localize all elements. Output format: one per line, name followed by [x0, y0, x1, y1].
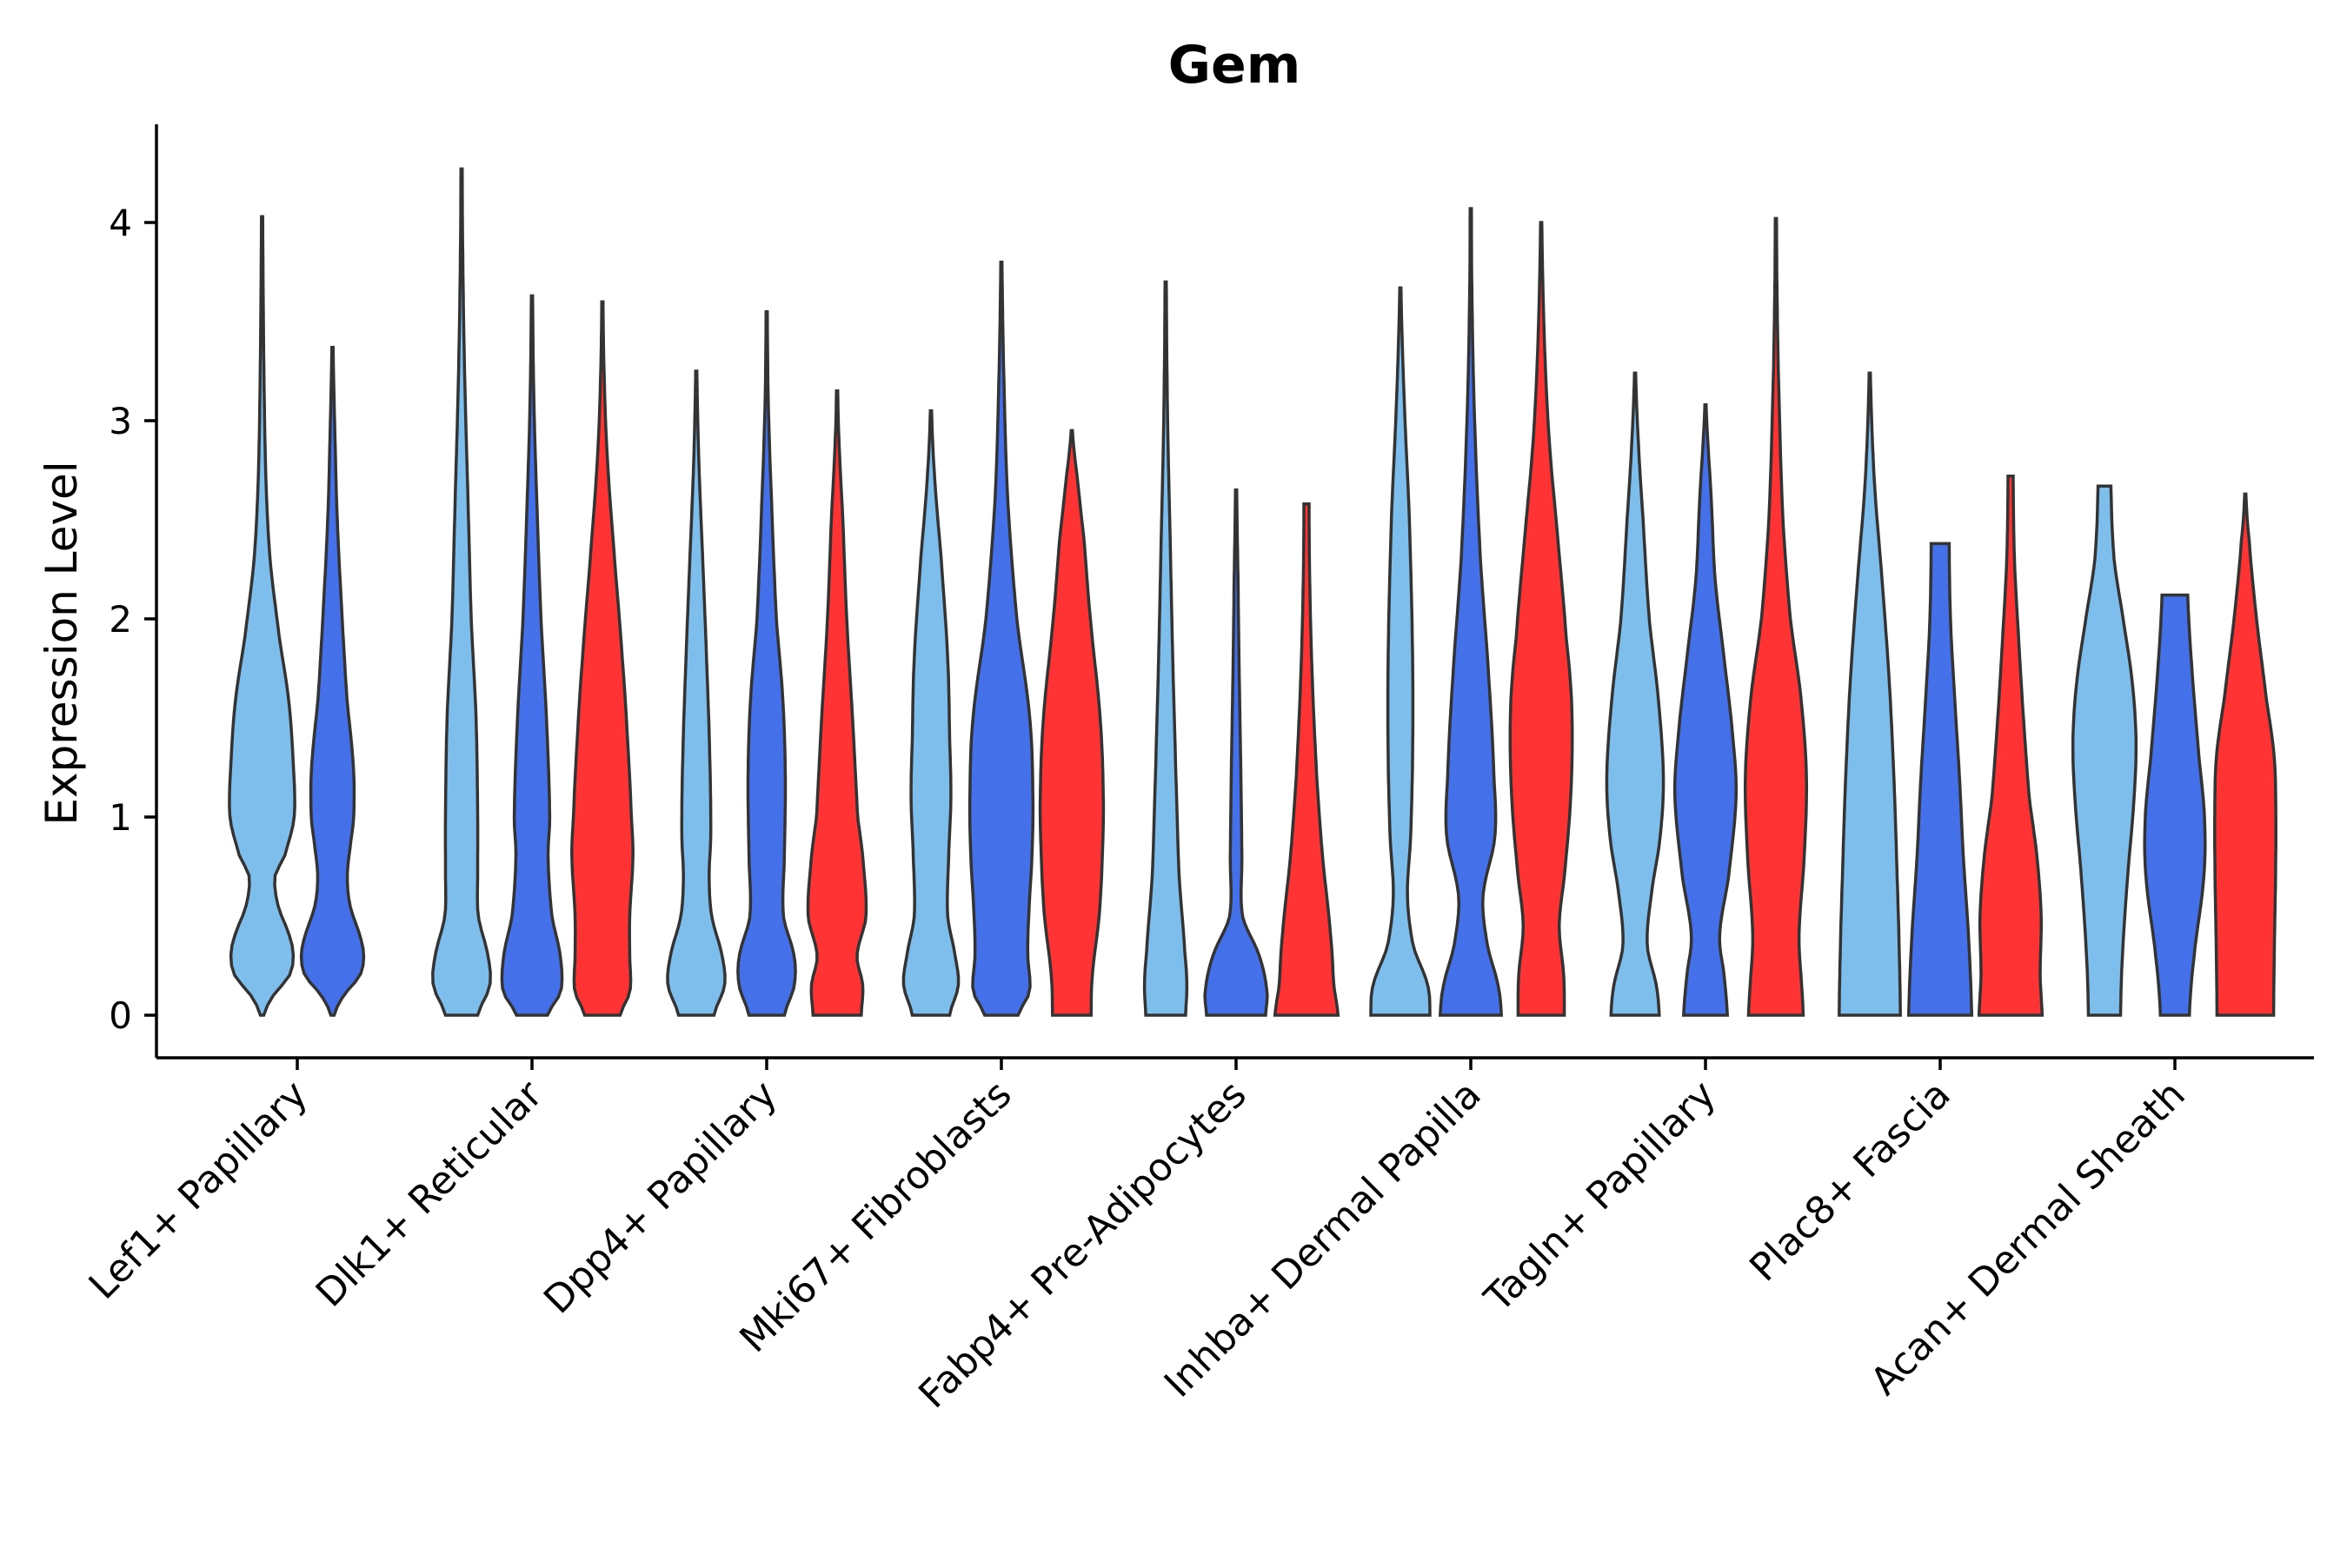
violin-lef1-papillary-blue	[299, 345, 366, 1017]
violin-fabp4-pre-adipocytes-blue	[1203, 488, 1269, 1017]
x-tick-label-dpp4-papillary: Dpp4+ Papillary	[535, 1073, 786, 1323]
x-tick-label-tagln-papillary: Tagln+ Papillary	[1476, 1073, 1725, 1321]
violin-lef1-papillary-light-blue	[228, 215, 296, 1017]
violin-dpp4-papillary-blue	[736, 309, 797, 1017]
violin-dlk1-reticular-blue	[500, 294, 564, 1017]
y-tick-label-4: 4	[109, 202, 132, 244]
violin-acan-dermal-sheath-blue	[2143, 593, 2207, 1017]
violin-dpp4-papillary-light-blue	[666, 369, 727, 1017]
x-tick-label-lef1-papillary: Lef1+ Papillary	[81, 1073, 316, 1308]
x-tick-label-plac8-fascia: Plac8+ Fascia	[1741, 1073, 1959, 1291]
violin-layer	[228, 167, 2277, 1017]
violin-mki67-fibroblasts-blue	[967, 260, 1035, 1017]
violin-plac8-fascia-light-blue	[1838, 371, 1902, 1017]
y-axis-ticks: 0 1 2 3 4	[109, 202, 156, 1037]
violin-dlk1-reticular-red	[570, 300, 635, 1017]
violin-dpp4-papillary-red	[806, 389, 868, 1017]
violin-acan-dermal-sheath-light-blue	[2071, 484, 2138, 1017]
violin-inhba-dermal-papilla-blue	[1438, 207, 1504, 1017]
violin-plac8-fascia-red	[1977, 475, 2044, 1017]
violin-tagln-papillary-light-blue	[1605, 371, 1666, 1017]
violin-fabp4-pre-adipocytes-light-blue	[1142, 280, 1189, 1017]
y-tick-label-0: 0	[109, 994, 132, 1037]
violin-fabp4-pre-adipocytes-red	[1273, 502, 1340, 1017]
violin-tagln-papillary-blue	[1672, 403, 1739, 1017]
y-tick-label-2: 2	[109, 598, 132, 641]
x-tick-label-dlk1-reticular: Dlk1+ Reticular	[308, 1072, 552, 1316]
violin-acan-dermal-sheath-red	[2213, 492, 2277, 1017]
violin-dlk1-reticular-light-blue	[431, 167, 492, 1017]
violin-plac8-fascia-blue	[1906, 541, 1974, 1017]
violin-inhba-dermal-papilla-light-blue	[1369, 286, 1432, 1017]
violin-tagln-papillary-red	[1743, 216, 1809, 1017]
y-tick-label-1: 1	[109, 796, 132, 839]
y-axis-label: Expression Level	[37, 461, 87, 825]
chart-title: Gem	[1168, 35, 1300, 96]
violin-mki67-fibroblasts-light-blue	[901, 409, 961, 1017]
y-tick-label-3: 3	[109, 400, 132, 442]
violin-mki67-fibroblasts-red	[1038, 429, 1106, 1017]
violin-inhba-dermal-papilla-red	[1508, 221, 1574, 1017]
